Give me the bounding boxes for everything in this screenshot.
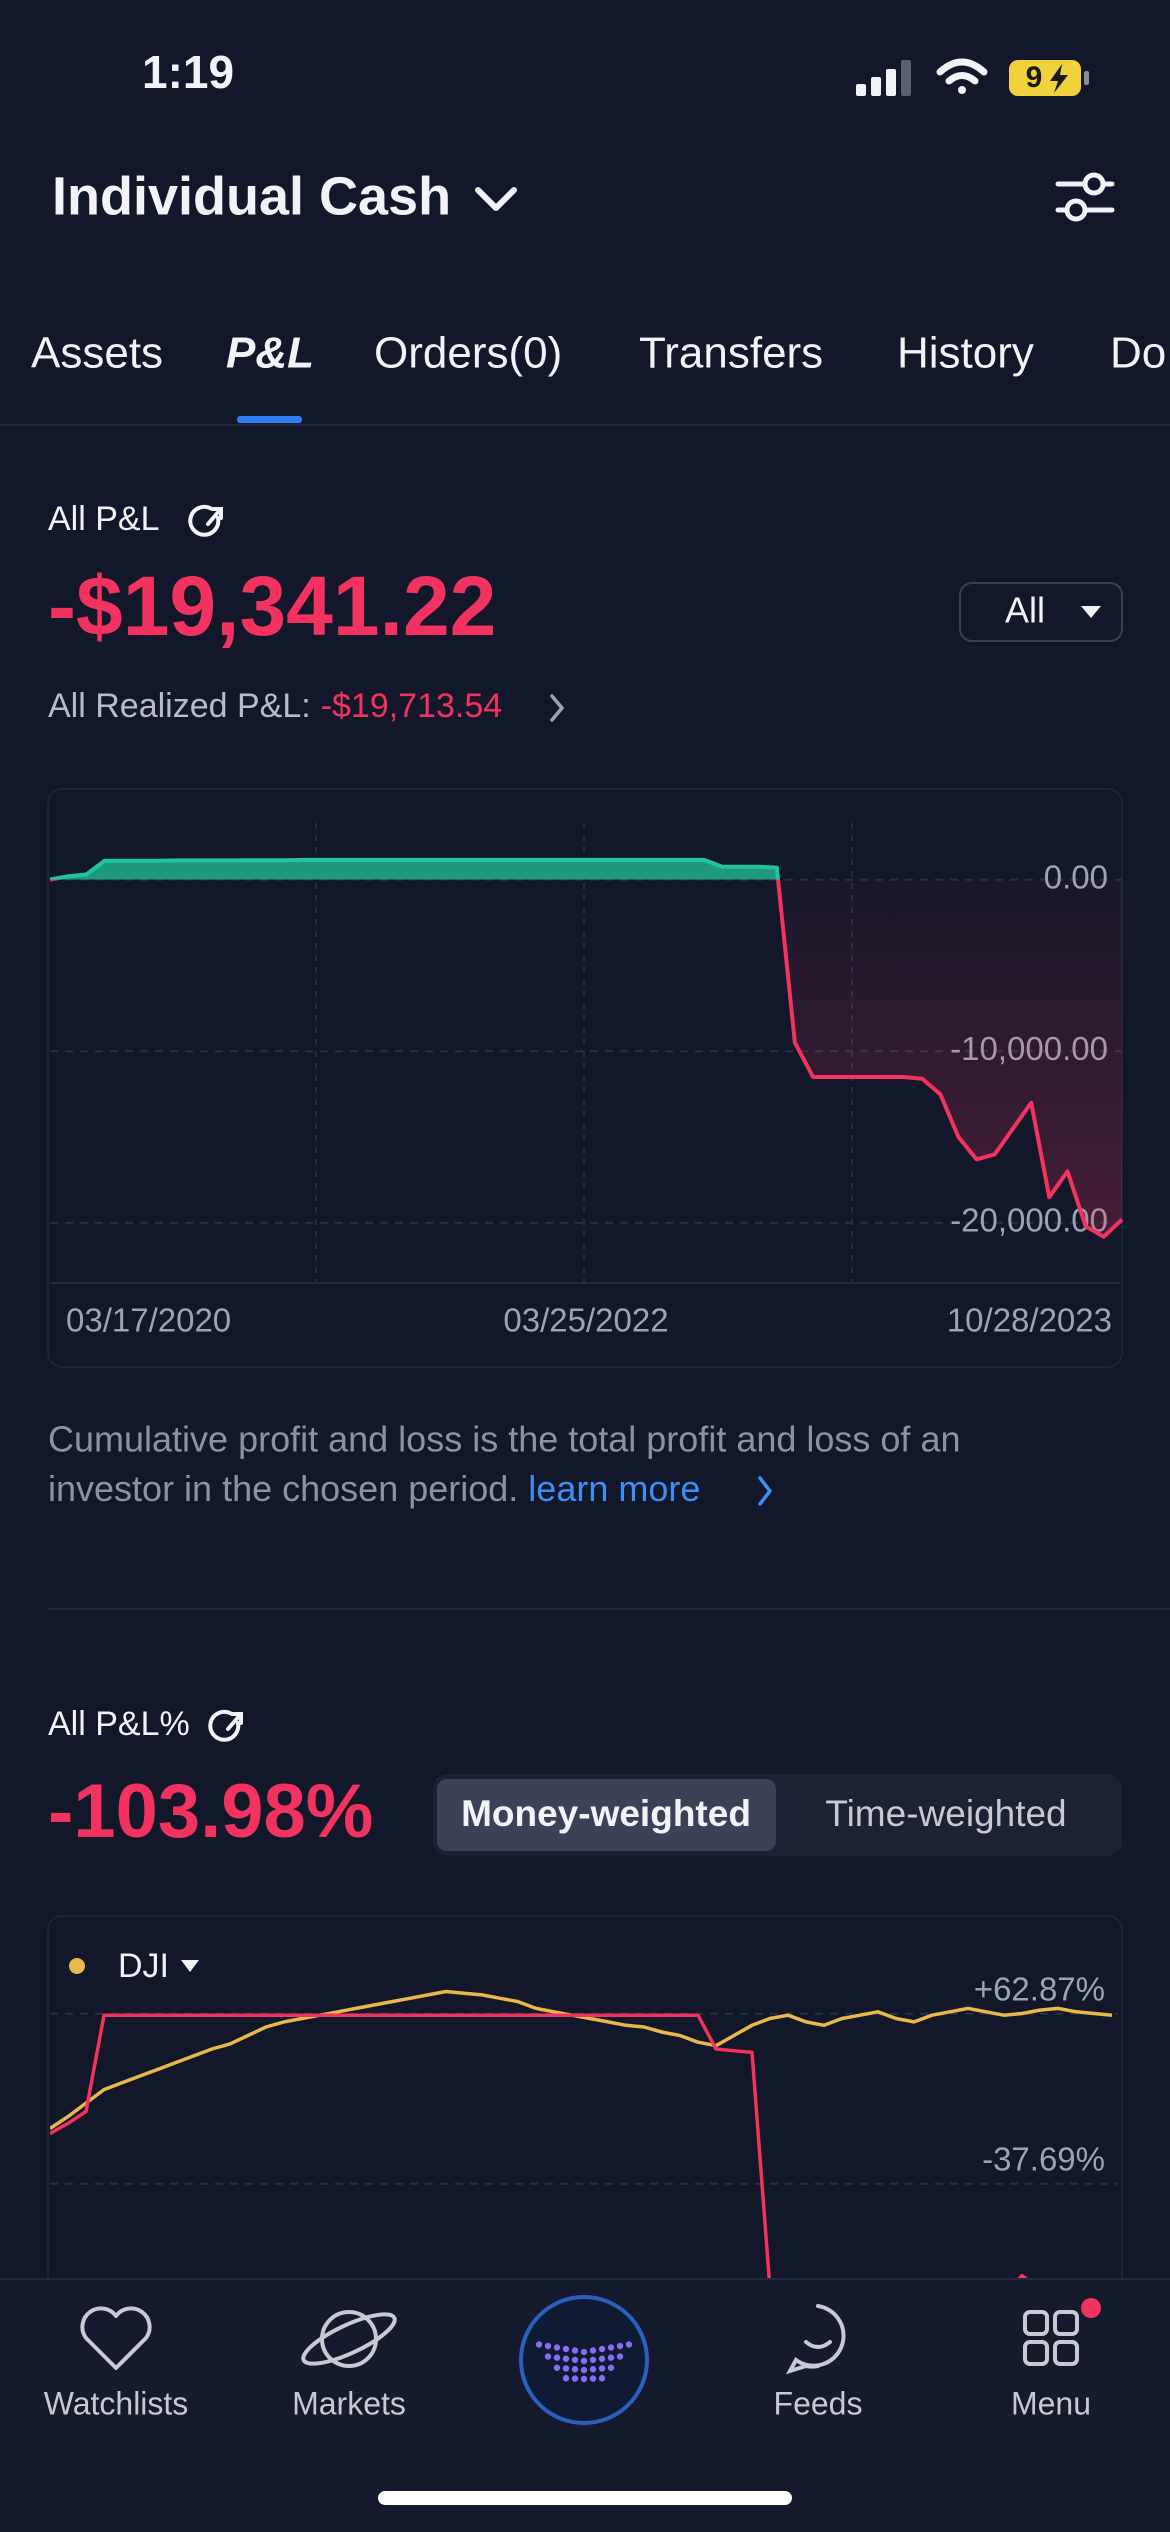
logo-dot [571,2347,579,2354]
logo-dot [616,2353,624,2360]
learn-more-link[interactable]: learn more [528,1468,700,1509]
battery-icon: 9 [1009,60,1089,96]
logo-dot [553,2344,561,2351]
status-time: 1:19 [142,46,234,98]
share-icon[interactable] [188,504,223,537]
logo-dot [589,2347,597,2354]
note-text: investor in the chosen period. [48,1468,518,1509]
account-chevron[interactable] [475,187,517,211]
logo-dot [607,2344,615,2351]
tab[interactable]: P&L [226,329,314,378]
logo-dot [589,2366,597,2373]
dropdown-arrow[interactable] [1081,606,1101,618]
wifi-icon [936,58,988,94]
tab[interactable]: Assets [31,329,163,378]
filter-icon[interactable] [1055,172,1115,222]
logo-dot [607,2364,615,2371]
legend-swatch [69,1958,85,1974]
nav-label[interactable]: Feeds [774,2385,863,2421]
y-tick-label: -37.69% [982,2140,1105,2177]
logo-dot [544,2342,552,2350]
watchlists-icon[interactable] [80,2306,152,2370]
logo-dot [598,2365,606,2372]
logo-button[interactable] [519,2295,649,2425]
nav-label[interactable]: Markets [292,2385,406,2421]
period-dropdown[interactable] [959,582,1123,642]
logo-dot [535,2341,543,2348]
logo-dot [562,2355,570,2362]
toggle-option[interactable]: Time-weighted [825,1793,1066,1834]
active-tab-indicator [237,416,302,423]
logo-dot [607,2354,615,2361]
tab[interactable]: Orders(0) [374,329,562,378]
x-tick-label: 03/17/2020 [66,1302,231,1339]
toggle-selected[interactable] [437,1779,776,1851]
realized-value: -$19,713.54 [321,687,503,725]
account-title[interactable]: Individual Cash [52,166,451,226]
tab[interactable]: History [897,329,1034,378]
chevron[interactable] [550,694,565,722]
logo-dot [562,2345,570,2353]
logo-dot [553,2364,561,2371]
menu-icon[interactable] [1023,2310,1079,2366]
x-tick-label: 03/25/2022 [503,1302,668,1339]
pnl-area [50,859,1122,1237]
logo-dot [589,2375,597,2382]
logo-dot [598,2375,606,2382]
logo-dot [589,2356,597,2364]
note-line: investor in the chosen period. learn more [48,1468,700,1509]
pnl-percent-label: All P&L% [48,1705,190,1743]
nav-label[interactable]: Menu [1011,2385,1091,2421]
logo-dot [553,2354,561,2361]
note-line: Cumulative profit and loss is the total … [48,1419,960,1460]
logo-dot [616,2342,624,2350]
logo-dot [571,2356,579,2364]
markets-icon[interactable] [298,2305,400,2373]
pnl-chart: 0.00-10,000.00-20,000.0003/17/202003/25/… [49,857,1124,1339]
feeds-icon[interactable] [785,2304,846,2375]
home-indicator [378,2491,792,2505]
pnl-label: All P&L [48,500,160,538]
logo-dot [544,2353,552,2360]
x-tick-label: 10/28/2023 [947,1302,1112,1339]
battery-level: 9 [1026,61,1043,94]
legend-label: DJI [118,1947,169,1985]
logo-dot [571,2366,579,2373]
realized-pnl[interactable]: All Realized P&L: -$19,713.54 [48,687,502,725]
logo-dot [580,2375,588,2383]
logo-dot [580,2366,588,2374]
tab-bar: Assets P&L Orders(0) Transfers History Do [31,329,1166,378]
pnl-line [49,857,1124,1239]
notification-dot [1081,2298,1101,2318]
logo-dot [562,2365,570,2372]
logo-dot [625,2341,633,2348]
logo-dot [580,2357,588,2365]
pnl-percent-value: -103.98% [48,1769,373,1854]
signal-icon [856,60,911,96]
logo-dot [598,2345,606,2353]
realized-label: All Realized P&L: [48,687,311,725]
nav-label[interactable]: Watchlists [44,2385,189,2421]
logo-dot [580,2348,588,2356]
pnl-value: -$19,341.22 [48,559,496,653]
share-icon[interactable] [208,1709,243,1742]
bottom-nav: Watchlists Markets Feeds Menu [0,2278,1170,2532]
logo-dot [562,2375,570,2382]
legend-dropdown[interactable] [181,1960,199,1972]
learn-more-chevron[interactable] [758,1476,773,1506]
toggle-option[interactable]: Money-weighted [461,1793,751,1834]
tab[interactable]: Do [1110,329,1166,378]
period-value[interactable]: All [1005,590,1045,631]
logo-dot [571,2375,579,2382]
tab[interactable]: Transfers [639,329,823,378]
y-tick-label: +62.87% [974,1970,1105,2007]
logo-dot [598,2355,606,2362]
